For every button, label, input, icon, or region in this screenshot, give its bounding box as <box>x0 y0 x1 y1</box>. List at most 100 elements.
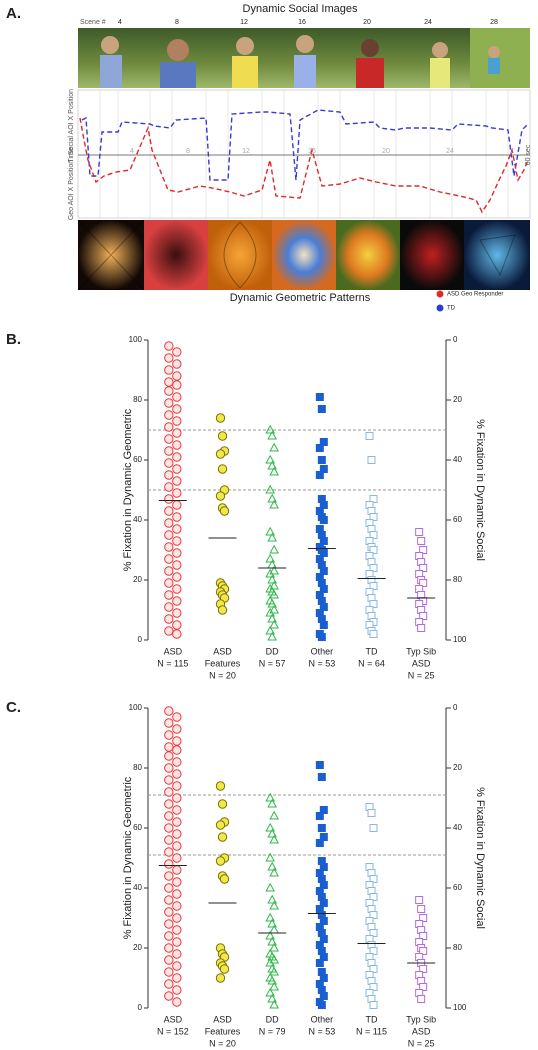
data-point <box>219 506 230 516</box>
data-point <box>172 512 182 522</box>
data-point <box>267 598 278 608</box>
y2-axis-title: % Fixation in Dynamic Social <box>474 787 486 929</box>
data-point <box>269 604 280 614</box>
data-point <box>315 959 324 967</box>
data-point <box>172 488 182 498</box>
data-point <box>164 566 174 576</box>
category-label: DD <box>266 646 279 656</box>
data-point <box>172 452 182 462</box>
y2-tick-label: 60 <box>453 515 462 524</box>
data-point <box>172 428 182 438</box>
data-point <box>172 371 182 381</box>
data-point <box>172 712 182 722</box>
data-point <box>172 629 182 639</box>
y-tick-label: 60 <box>133 823 142 832</box>
data-point <box>269 619 280 629</box>
data-point <box>265 625 276 635</box>
data-point <box>172 757 182 767</box>
data-point <box>164 907 174 917</box>
data-point <box>164 542 174 552</box>
category-label: Other <box>311 646 334 656</box>
data-point <box>415 896 424 904</box>
category-label: N = 53 <box>308 1026 335 1036</box>
data-point <box>172 392 182 402</box>
category-label: N = 25 <box>408 670 435 680</box>
data-point <box>269 589 280 599</box>
data-point <box>267 430 278 440</box>
data-point <box>265 852 276 862</box>
category-label: ASD <box>164 646 183 656</box>
data-point <box>269 942 280 952</box>
data-point <box>164 979 174 989</box>
data-point <box>164 578 174 588</box>
data-point <box>172 925 182 935</box>
data-point <box>317 405 326 413</box>
data-point <box>172 440 182 450</box>
data-point <box>369 824 378 832</box>
data-point <box>269 981 280 991</box>
data-point <box>164 590 174 600</box>
data-point <box>164 377 174 387</box>
category-label: ASD <box>412 1026 431 1036</box>
category-label: N = 115 <box>356 1026 387 1036</box>
data-point <box>367 809 376 817</box>
data-point <box>164 811 174 821</box>
data-point <box>265 882 276 892</box>
data-point <box>164 775 174 785</box>
trace-frame <box>77 89 531 219</box>
data-point <box>172 380 182 390</box>
data-point <box>172 937 182 947</box>
data-point <box>365 432 374 440</box>
data-point <box>267 460 278 470</box>
data-point <box>172 584 182 594</box>
data-point <box>417 995 426 1003</box>
data-point <box>317 824 326 832</box>
legend-marker <box>436 290 444 298</box>
data-point <box>172 781 182 791</box>
data-point <box>267 975 278 985</box>
data-point <box>164 871 174 881</box>
data-point <box>172 877 182 887</box>
data-point <box>315 444 324 452</box>
data-point <box>269 810 280 820</box>
data-point <box>172 805 182 815</box>
y-tick-label: 20 <box>133 943 142 952</box>
category-label: Typ Sib <box>406 1014 436 1024</box>
data-point <box>315 761 324 769</box>
data-point <box>172 793 182 803</box>
category-label: ASD <box>213 646 232 656</box>
data-point <box>164 751 174 761</box>
panel-a-bottom-title: Dynamic Geometric Patterns <box>230 292 371 304</box>
data-point <box>215 856 226 866</box>
data-point <box>217 605 228 615</box>
data-point <box>269 442 280 452</box>
inner-scene-number: 16 <box>308 148 316 155</box>
data-point <box>217 832 228 842</box>
data-point <box>164 955 174 965</box>
data-point <box>267 861 278 871</box>
data-point <box>367 456 376 464</box>
data-point <box>164 967 174 977</box>
category-label: Features <box>205 1026 241 1036</box>
data-point <box>172 596 182 606</box>
scene-number: 12 <box>240 19 248 26</box>
data-point <box>265 987 276 997</box>
data-point <box>265 424 276 434</box>
data-point <box>417 537 426 545</box>
category-label: N = 53 <box>308 658 335 668</box>
y2-tick-label: 80 <box>453 575 462 584</box>
data-point <box>215 820 226 830</box>
data-point <box>267 936 278 946</box>
data-point <box>172 817 182 827</box>
data-point <box>164 883 174 893</box>
data-point <box>164 895 174 905</box>
data-point <box>269 900 280 910</box>
y2-tick-label: 0 <box>453 703 458 712</box>
data-point <box>164 446 174 456</box>
inner-scene-number: 20 <box>382 148 390 155</box>
data-point <box>164 730 174 740</box>
data-point <box>172 736 182 746</box>
time-axis-label: Time <box>68 147 75 162</box>
category-label: N = 20 <box>209 670 236 680</box>
category-label: ASD <box>213 1014 232 1024</box>
